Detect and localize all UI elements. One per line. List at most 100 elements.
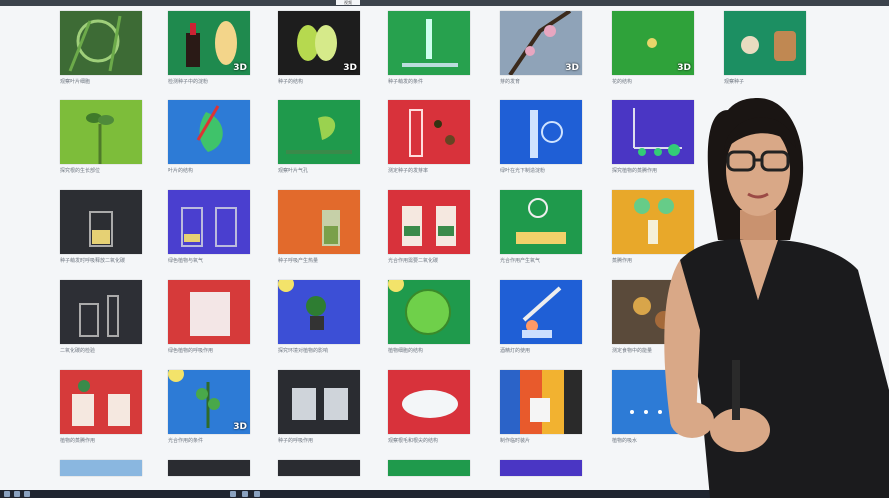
video-thumbnail[interactable] (388, 370, 470, 434)
apparatus-icon (634, 198, 674, 244)
video-caption[interactable]: 种子萌发的条件 (388, 79, 424, 85)
video-thumbnail[interactable] (500, 100, 582, 164)
video-caption[interactable]: 绿色植物与氧气 (168, 258, 204, 264)
video-thumbnail[interactable] (388, 11, 470, 75)
video-caption[interactable]: 光合作用产生氧气 (500, 258, 541, 264)
video-caption[interactable]: 光合作用的条件 (168, 438, 204, 444)
video-thumbnail[interactable] (60, 100, 142, 164)
video-thumbnail[interactable] (278, 370, 360, 434)
video-thumbnail[interactable] (278, 190, 360, 254)
video-thumbnail[interactable] (500, 370, 582, 434)
badge-3d: 3D (233, 422, 247, 432)
video-thumbnail[interactable] (388, 190, 470, 254)
video-caption[interactable]: 种子的结构 (278, 79, 304, 85)
video-thumbnail[interactable] (60, 11, 142, 75)
video-thumbnail-partial[interactable] (388, 460, 470, 476)
video-caption[interactable]: 植物的蒸腾作用 (60, 438, 96, 444)
video-thumbnail[interactable] (388, 280, 470, 344)
video-caption[interactable]: 观察种子 (724, 79, 745, 85)
video-caption[interactable]: 观察叶片气孔 (278, 168, 309, 174)
video-caption[interactable]: 种子呼吸产生热量 (278, 258, 319, 264)
video-thumbnail-partial[interactable] (278, 460, 360, 476)
video-caption[interactable]: 叶片的结构 (168, 168, 194, 174)
flower-icon (647, 38, 657, 48)
window-topbar: 视频 (0, 0, 889, 6)
video-thumbnail[interactable] (168, 190, 250, 254)
video-thumbnail[interactable]: 3D (168, 370, 250, 434)
taskbar-app-icon[interactable] (254, 491, 260, 497)
badge-3d: 3D (565, 63, 579, 73)
start-icon[interactable] (4, 491, 10, 497)
funnel-icon (516, 198, 566, 244)
video-thumbnail[interactable] (60, 190, 142, 254)
video-thumbnail[interactable] (60, 280, 142, 344)
dish-icon (402, 390, 458, 418)
leaf-icon (196, 105, 223, 152)
video-caption[interactable]: 检测种子中的淀粉 (168, 79, 209, 85)
video-thumbnail[interactable] (60, 370, 142, 434)
video-caption[interactable]: 二氧化碳的检验 (60, 348, 96, 354)
video-thumbnail-partial[interactable] (500, 460, 582, 476)
ginkgo-icon (286, 116, 352, 154)
video-thumbnail[interactable] (724, 11, 806, 75)
video-thumbnail[interactable]: 3D (278, 11, 360, 75)
taskbar-app-icon[interactable] (24, 491, 30, 497)
video-caption[interactable]: 观察根毛和根尖的结构 (388, 438, 439, 444)
glass-icon (79, 295, 119, 337)
video-caption[interactable]: 测定食物中的能量 (612, 348, 653, 354)
beaker-icon (530, 110, 563, 158)
video-thumbnail[interactable]: 3D (168, 11, 250, 75)
cylinder-icon (409, 109, 455, 157)
taskbar-app-icon[interactable] (230, 491, 236, 497)
potted-plant-icon (278, 280, 326, 330)
bags-icon (292, 388, 348, 420)
video-thumbnail[interactable] (500, 280, 582, 344)
video-thumbnail[interactable]: 3D (500, 11, 582, 75)
taskbar (0, 490, 889, 498)
badge-3d: 3D (233, 63, 247, 73)
cup-icon (500, 370, 564, 434)
presenter (664, 98, 889, 498)
video-caption[interactable]: 光合作用需要二氧化碳 (388, 258, 439, 264)
video-thumbnail-partial[interactable] (168, 460, 250, 476)
video-caption[interactable]: 观察叶片细胞 (60, 79, 91, 85)
video-thumbnail[interactable] (612, 100, 694, 164)
sprout-icon (86, 113, 114, 164)
video-caption[interactable]: 绿叶在光下制造淀粉 (500, 168, 546, 174)
video-thumbnail-partial[interactable] (60, 460, 142, 476)
video-caption[interactable]: 绿色植物的呼吸作用 (168, 348, 214, 354)
video-caption[interactable]: 种子的呼吸作用 (278, 438, 314, 444)
video-caption[interactable]: 花的结构 (612, 79, 633, 85)
bottles-icon (402, 206, 456, 246)
video-thumbnail[interactable] (500, 190, 582, 254)
jars-icon (181, 207, 237, 247)
video-thumbnail[interactable] (278, 100, 360, 164)
video-caption[interactable]: 植物的吸水 (612, 438, 638, 444)
video-caption[interactable]: 探究环境对植物的影响 (278, 348, 329, 354)
taskbar-app-icon[interactable] (14, 491, 20, 497)
branch-icon (508, 11, 572, 75)
video-caption[interactable]: 制作临时装片 (500, 438, 531, 444)
burner-icon (522, 286, 562, 338)
video-caption[interactable]: 芽的发育 (500, 79, 521, 85)
video-caption[interactable]: 蒸腾作用 (612, 258, 633, 264)
tab-active[interactable]: 视频 (336, 0, 360, 5)
video-caption[interactable]: 植物细胞的结构 (388, 348, 424, 354)
bottle-icon (322, 210, 340, 246)
seeds-sack-icon (741, 31, 796, 61)
video-thumbnail[interactable] (168, 280, 250, 344)
video-thumbnail[interactable] (612, 190, 694, 254)
video-thumbnail[interactable] (278, 280, 360, 344)
taskbar-app-icon[interactable] (242, 491, 248, 497)
video-caption[interactable]: 种子萌发时呼吸释放二氧化碳 (60, 258, 126, 264)
cell-icon (388, 280, 451, 335)
video-caption[interactable]: 探究根的生长部位 (60, 168, 101, 174)
video-caption[interactable]: 探究植物的蒸腾作用 (612, 168, 658, 174)
test-tubes-icon (402, 19, 458, 67)
video-thumbnail[interactable] (168, 100, 250, 164)
video-thumbnail[interactable]: 3D (612, 11, 694, 75)
video-thumbnail[interactable] (388, 100, 470, 164)
video-caption[interactable]: 酒精灯的使用 (500, 348, 531, 354)
plant-jars-icon (72, 380, 130, 426)
video-caption[interactable]: 测定种子的发芽率 (388, 168, 429, 174)
